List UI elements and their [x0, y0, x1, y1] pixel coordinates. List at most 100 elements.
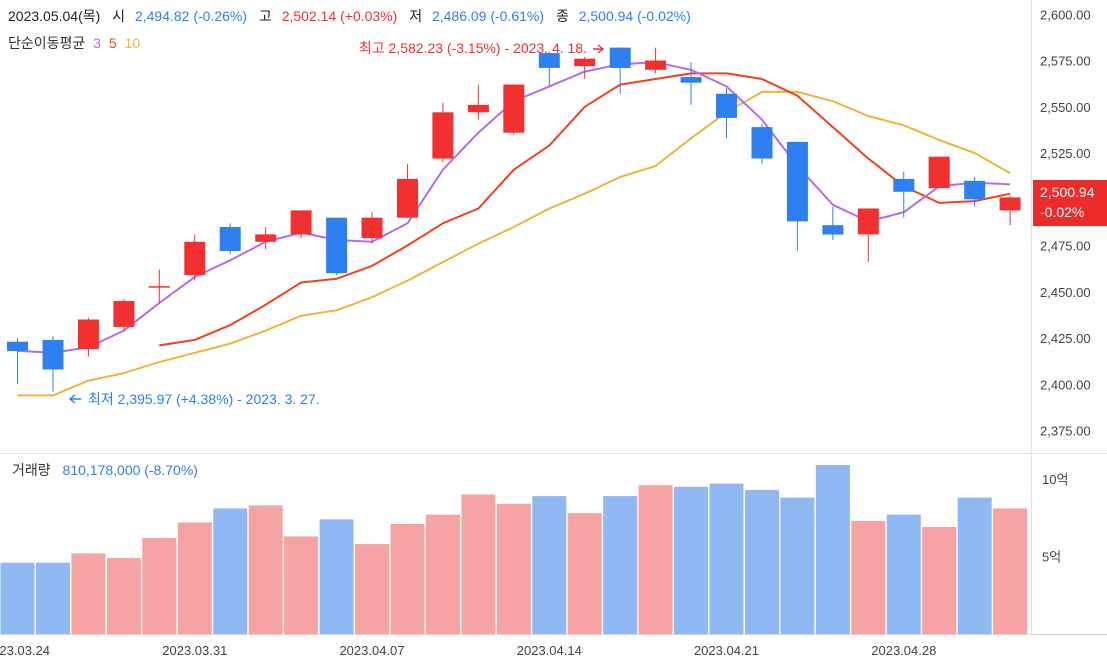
volume-bar	[496, 503, 531, 634]
date-tick-label: 2023.04.14	[517, 643, 582, 658]
candle-body	[467, 104, 489, 113]
volume-bar	[319, 519, 354, 634]
candle-body	[219, 227, 241, 251]
candle-body	[574, 58, 596, 67]
date-tick-label: 2023.04.07	[339, 643, 404, 658]
volume-bar	[248, 505, 283, 634]
volume-bar	[851, 520, 886, 634]
volume-bar	[780, 497, 815, 634]
open-label: 시	[112, 8, 125, 24]
volume-bar	[71, 553, 106, 634]
candle-body	[786, 141, 808, 222]
candle-body	[361, 217, 383, 239]
price-tick-label: 2,525.00	[1040, 146, 1091, 161]
candle-body	[503, 84, 525, 133]
close-value: 2,500.94 (-0.02%)	[579, 8, 691, 24]
price-tick-label: 2,550.00	[1040, 100, 1091, 115]
close-label: 종	[556, 8, 569, 24]
date-tick-label: 2023.04.28	[871, 643, 936, 658]
ohlc-header: 2023.05.04(목) 시 2,494.82 (-0.26%) 고 2,50…	[8, 8, 691, 24]
volume-bar	[425, 514, 460, 634]
volume-bar	[638, 485, 673, 634]
candle-body	[7, 341, 28, 351]
current-price: 2,500.94	[1040, 184, 1095, 200]
ma-legend: 단순이동평균 3 5 10	[8, 35, 140, 51]
volume-bar	[922, 527, 957, 634]
volume-bar	[957, 497, 992, 634]
candle-body	[290, 210, 312, 235]
volume-bar	[993, 508, 1028, 634]
candle-body	[77, 319, 99, 350]
volume-bar	[745, 489, 779, 634]
volume-bar	[355, 544, 389, 634]
price-tick-label: 2,450.00	[1040, 285, 1091, 300]
price-tick-label: 2,375.00	[1040, 424, 1091, 439]
volume-bar	[886, 514, 921, 634]
candle-body	[538, 53, 560, 68]
candle-body	[857, 208, 879, 235]
volume-header: 거래량 810,178,000 (-8.70%)	[12, 462, 198, 478]
volume-bar	[567, 513, 602, 634]
low-label: 저	[409, 8, 422, 24]
date-tick-label: 2023.03.24	[0, 643, 50, 658]
candlesticks	[7, 47, 1021, 392]
price-tick-label: 2,575.00	[1040, 54, 1091, 69]
date-axis: 2023.03.24 2023.03.31 2023.04.07 2023.04.14…	[0, 643, 936, 658]
candle-body	[326, 217, 348, 274]
volume-bars	[0, 465, 1028, 635]
volume-tick-label: 10억	[1042, 472, 1068, 487]
price-tick-label: 2,400.00	[1040, 377, 1091, 392]
date-tick-label: 2023.03.31	[162, 643, 227, 658]
candle-body	[893, 178, 915, 192]
high-arrow-icon	[593, 44, 605, 54]
high-label: 고	[259, 8, 272, 24]
candle-body	[609, 47, 631, 68]
volume-tick-label: 5억	[1042, 550, 1061, 565]
ma5-legend: 5	[109, 35, 117, 51]
volume-bar	[0, 562, 35, 634]
candle-body	[255, 234, 277, 242]
ma-legend-label: 단순이동평균	[8, 35, 85, 51]
candle-body	[184, 241, 206, 276]
candle-body	[432, 112, 454, 159]
header-date: 2023.05.04(목)	[8, 8, 100, 24]
date-tick-label: 2023.04.21	[694, 643, 759, 658]
volume-bar	[709, 483, 744, 634]
candle-body	[751, 127, 773, 159]
high-annotation: 최고 2,582.23 (-3.15%) - 2023. 4. 18.	[359, 40, 587, 56]
volume-bar	[674, 486, 709, 635]
candle-body	[148, 286, 170, 288]
volume-bar	[532, 496, 567, 634]
ma10-line	[17, 90, 1011, 397]
candle-body	[999, 197, 1021, 211]
volume-bar	[284, 536, 319, 634]
price-tick-label: 2,475.00	[1040, 239, 1091, 254]
volume-bar	[106, 558, 141, 634]
candle-body	[397, 178, 418, 218]
low-annotation: 최저 2,395.97 (+4.38%) - 2023. 3. 27.	[88, 391, 320, 407]
candle-body	[928, 156, 950, 189]
ma10-legend: 10	[125, 35, 141, 51]
volume-bar	[177, 522, 212, 634]
low-arrow-icon	[68, 394, 81, 404]
volume-label: 거래량	[12, 462, 51, 478]
open-value: 2,494.82 (-0.26%)	[135, 8, 247, 24]
current-change: -0.02%	[1040, 204, 1084, 220]
volume-bar	[36, 562, 70, 634]
price-tick-label: 2,425.00	[1040, 331, 1091, 346]
candle-body	[964, 180, 986, 200]
high-value: 2,502.14 (+0.03%)	[282, 8, 398, 24]
volume-value: 810,178,000 (-8.70%)	[63, 462, 198, 478]
volume-bar	[815, 465, 850, 634]
candle-body	[716, 93, 737, 118]
candle-body	[680, 77, 702, 83]
current-price-badge	[1033, 180, 1107, 226]
candle-body	[645, 60, 667, 70]
volume-bar	[390, 524, 425, 634]
volume-bar	[461, 494, 496, 634]
volume-bar	[213, 508, 248, 634]
candle-body	[822, 225, 844, 235]
volume-bar	[603, 496, 638, 634]
candle-body	[113, 301, 135, 327]
